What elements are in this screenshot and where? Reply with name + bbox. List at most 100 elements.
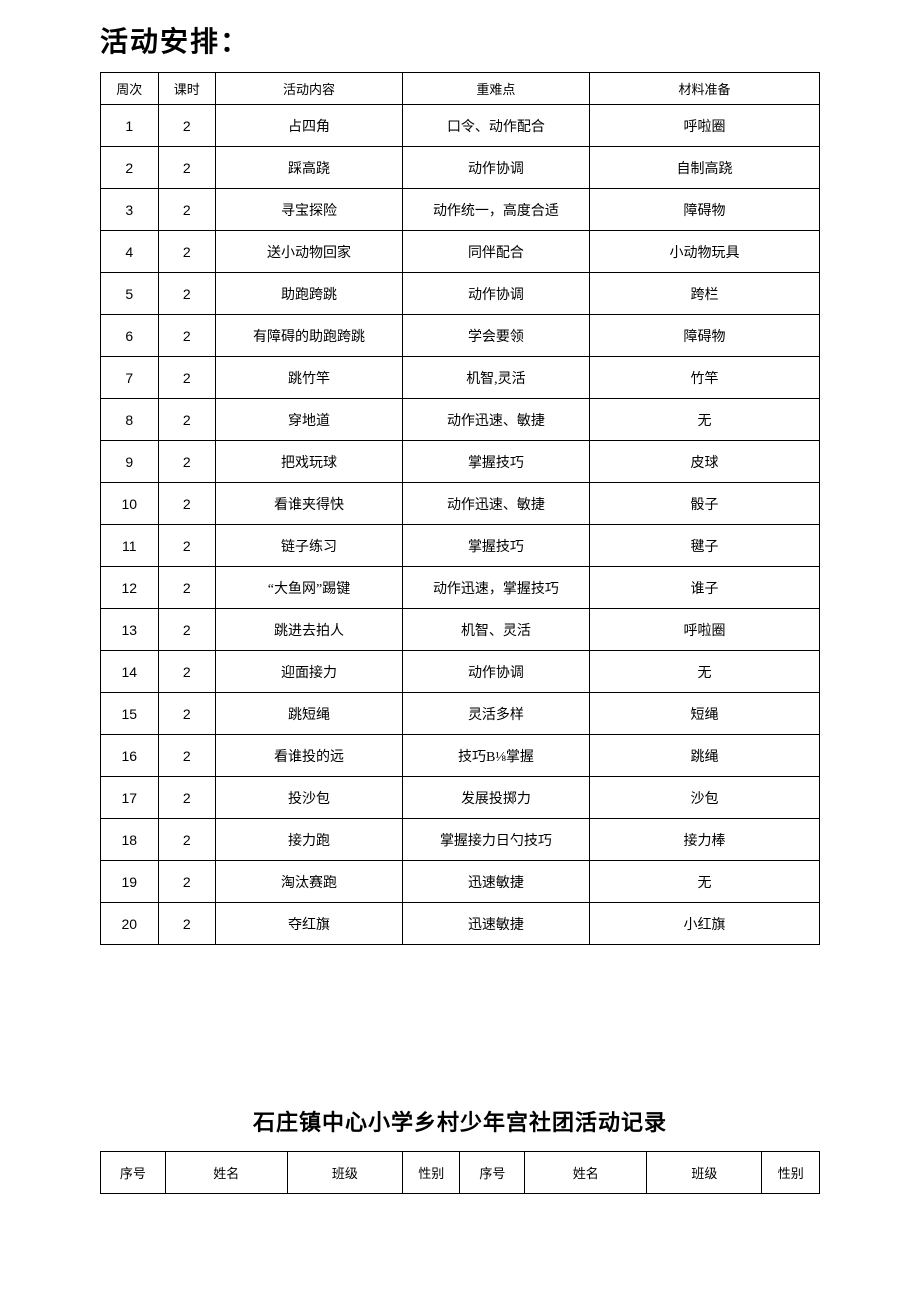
table-cell: 掌握技巧 [402,525,589,567]
table-row: 142迎面接力动作协调无 [101,651,820,693]
footer-title: 石庄镇中心小学乡村少年宫社团活动记录 [100,1105,820,1137]
table-row: 82穿地道动作迅速、敏捷无 [101,399,820,441]
table-cell: 10 [101,483,159,525]
table-cell: 发展投掷力 [402,777,589,819]
table-cell: 踩高跷 [216,147,403,189]
table-cell: 无 [589,651,819,693]
table-row: 62有障碍的助跑跨跳学会要领障碍物 [101,315,820,357]
col-header-hours: 课时 [158,73,216,105]
table-cell: 穿地道 [216,399,403,441]
table-cell: 2 [158,483,216,525]
table-cell: 动作协调 [402,273,589,315]
table-cell: 学会要领 [402,315,589,357]
table-cell: 障碍物 [589,315,819,357]
table-row: 122“大鱼网”踢键动作迅速，掌握技巧谁子 [101,567,820,609]
roster-col-class-2: 班级 [647,1152,762,1194]
table-cell: 动作协调 [402,651,589,693]
col-header-keypoints: 重难点 [402,73,589,105]
roster-col-gender-2: 性别 [762,1152,820,1194]
col-header-week: 周次 [101,73,159,105]
table-row: 132跳进去拍人机智、灵活呼啦圈 [101,609,820,651]
table-cell: 11 [101,525,159,567]
table-cell: 机智,灵活 [402,357,589,399]
table-row: 152跳短绳灵活多样短绳 [101,693,820,735]
table-cell: 7 [101,357,159,399]
table-cell: 8 [101,399,159,441]
table-cell: 淘汰赛跑 [216,861,403,903]
table-cell: 20 [101,903,159,945]
roster-col-seq-2: 序号 [460,1152,525,1194]
table-cell: 送小动物回家 [216,231,403,273]
table-cell: 2 [158,231,216,273]
table-cell: 夺红旗 [216,903,403,945]
table-cell: 2 [158,609,216,651]
table-cell: 2 [158,441,216,483]
roster-col-gender-1: 性别 [402,1152,460,1194]
table-cell: 2 [158,861,216,903]
table-cell: 寻宝探险 [216,189,403,231]
table-cell: 6 [101,315,159,357]
table-cell: 技巧В⅛掌握 [402,735,589,777]
table-cell: 2 [158,819,216,861]
table-row: 22踩高跷动作协调自制高跷 [101,147,820,189]
table-cell: 自制高跷 [589,147,819,189]
table-cell: 2 [158,777,216,819]
table-cell: 2 [158,735,216,777]
table-cell: 投沙包 [216,777,403,819]
table-cell: 2 [158,693,216,735]
table-cell: 口令、动作配合 [402,105,589,147]
table-row: 52助跑跨跳动作协调跨栏 [101,273,820,315]
table-row: 172投沙包发展投掷力沙包 [101,777,820,819]
table-cell: 2 [158,189,216,231]
col-header-materials: 材料准备 [589,73,819,105]
table-cell: 骰子 [589,483,819,525]
table-cell: 接力跑 [216,819,403,861]
table-cell: 动作统一，高度合适 [402,189,589,231]
table-cell: 5 [101,273,159,315]
table-cell: 19 [101,861,159,903]
table-cell: 2 [158,567,216,609]
table-row: 32寻宝探险动作统一，高度合适障碍物 [101,189,820,231]
table-cell: 2 [158,903,216,945]
table-cell: 2 [158,105,216,147]
table-cell: 跳绳 [589,735,819,777]
table-cell: 2 [158,357,216,399]
table-cell: 机智、灵活 [402,609,589,651]
table-row: 162看谁投的远技巧В⅛掌握跳绳 [101,735,820,777]
table-cell: 沙包 [589,777,819,819]
table-cell: 2 [158,651,216,693]
table-cell: 短绳 [589,693,819,735]
roster-table: 序号 姓名 班级 性别 序号 姓名 班级 性别 [100,1151,820,1194]
table-cell: 14 [101,651,159,693]
table-cell: 迅速敏捷 [402,861,589,903]
table-cell: 占四角 [216,105,403,147]
table-cell: 动作迅速、敏捷 [402,399,589,441]
table-row: 112链子练习掌握技巧毽子 [101,525,820,567]
roster-col-name-1: 姓名 [165,1152,287,1194]
table-cell: 有障碍的助跑跨跳 [216,315,403,357]
table-cell: 看谁投的远 [216,735,403,777]
table-cell: 9 [101,441,159,483]
table-cell: 小动物玩具 [589,231,819,273]
table-cell: 18 [101,819,159,861]
schedule-header-row: 周次 课时 活动内容 重难点 材料准备 [101,73,820,105]
table-row: 182接力跑掌握接力日勺技巧接力棒 [101,819,820,861]
table-cell: 动作迅速、敏捷 [402,483,589,525]
roster-col-class-1: 班级 [287,1152,402,1194]
table-row: 92把戏玩球掌握技巧皮球 [101,441,820,483]
table-cell: 呼啦圈 [589,105,819,147]
table-cell: 接力棒 [589,819,819,861]
table-cell: 跨栏 [589,273,819,315]
table-cell: 看谁夹得快 [216,483,403,525]
table-cell: 2 [158,315,216,357]
table-cell: 13 [101,609,159,651]
table-cell: 助跑跨跳 [216,273,403,315]
table-cell: 皮球 [589,441,819,483]
table-cell: 小红旗 [589,903,819,945]
table-cell: 灵活多样 [402,693,589,735]
table-row: 102看谁夹得快动作迅速、敏捷骰子 [101,483,820,525]
table-row: 192淘汰赛跑迅速敏捷无 [101,861,820,903]
table-cell: 3 [101,189,159,231]
table-cell: 链子练习 [216,525,403,567]
table-row: 72跳竹竿机智,灵活竹竿 [101,357,820,399]
